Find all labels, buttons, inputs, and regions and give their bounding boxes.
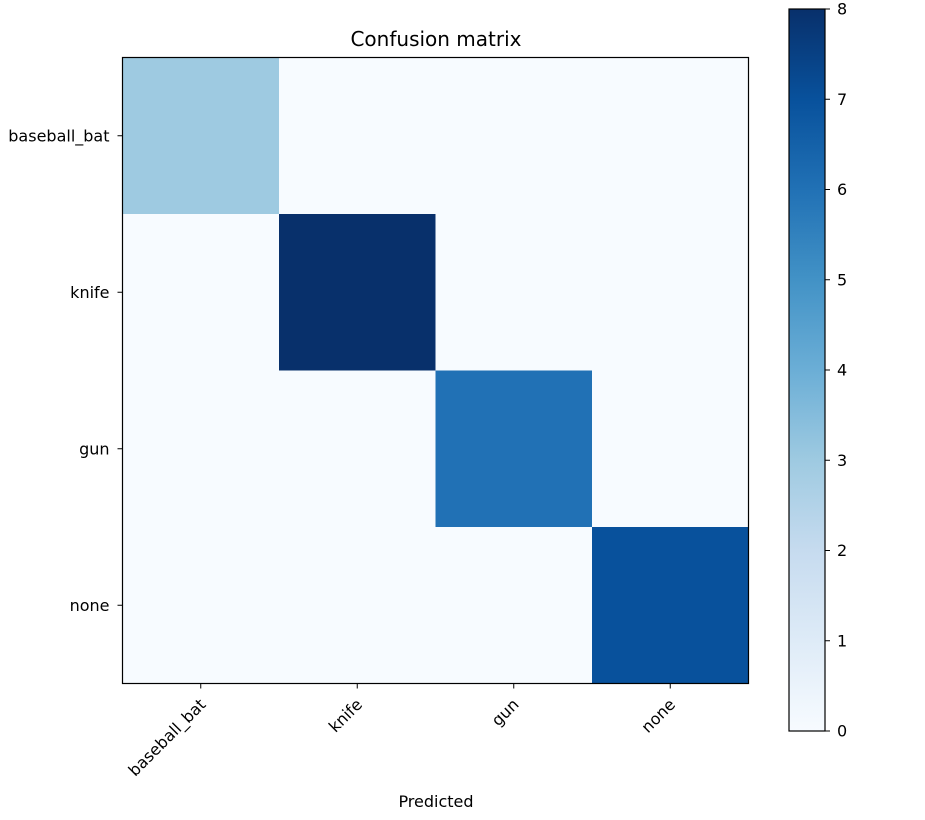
heatmap-cell-gun-none — [592, 370, 749, 528]
heatmap-cell-gun-gun — [435, 370, 593, 528]
colorbar-tick-label: 6 — [837, 180, 847, 199]
y-tick-label: baseball_bat — [8, 126, 109, 146]
y-tick-label: gun — [79, 439, 109, 458]
x-tick-label: gun — [488, 695, 523, 730]
heatmap-cell-gun-baseball_bat — [122, 370, 280, 528]
colorbar-tick-label: 4 — [837, 361, 847, 380]
heatmap-cell-knife-knife — [279, 214, 436, 371]
heatmap-cell-none-none — [592, 527, 749, 684]
heatmap-cell-baseball_bat-gun — [435, 57, 593, 215]
heatmap-cell-baseball_bat-none — [592, 57, 749, 215]
colorbar-ticks: 0 1 2 3 4 5 6 7 8 — [825, 0, 847, 741]
colorbar-tick-label: 7 — [837, 90, 847, 109]
y-tick-label: none — [70, 596, 110, 615]
colorbar-tick-label: 0 — [837, 722, 847, 741]
x-tick-label: baseball_bat — [125, 695, 211, 781]
heatmap-cell-none-baseball_bat — [122, 527, 280, 684]
x-tick-labels: baseball_bat knife gun none — [125, 683, 679, 781]
heatmap-cell-none-knife — [279, 527, 436, 684]
x-axis-label: Predicted — [398, 792, 473, 811]
heatmap-cell-knife-gun — [435, 214, 593, 371]
colorbar-tick-label: 2 — [837, 541, 847, 560]
heatmap-cell-none-gun — [435, 527, 593, 684]
chart-title: Confusion matrix — [350, 27, 521, 51]
heatmap-cell-baseball_bat-baseball_bat — [122, 57, 280, 215]
heatmap-cell-gun-knife — [279, 370, 436, 528]
x-tick-label: knife — [325, 695, 366, 736]
y-tick-label: knife — [70, 283, 109, 302]
heatmap-cells — [122, 57, 749, 684]
colorbar-tick-label: 8 — [837, 0, 847, 19]
colorbar-tick-label: 1 — [837, 631, 847, 650]
heatmap-cell-knife-baseball_bat — [122, 214, 280, 371]
colorbar — [789, 9, 825, 731]
heatmap-cell-knife-none — [592, 214, 749, 371]
colorbar-tick-label: 3 — [837, 451, 847, 470]
heatmap-cell-baseball_bat-knife — [279, 57, 436, 215]
x-tick-label: none — [637, 695, 679, 737]
plot-frame — [121, 56, 750, 685]
colorbar-tick-label: 5 — [837, 270, 847, 289]
